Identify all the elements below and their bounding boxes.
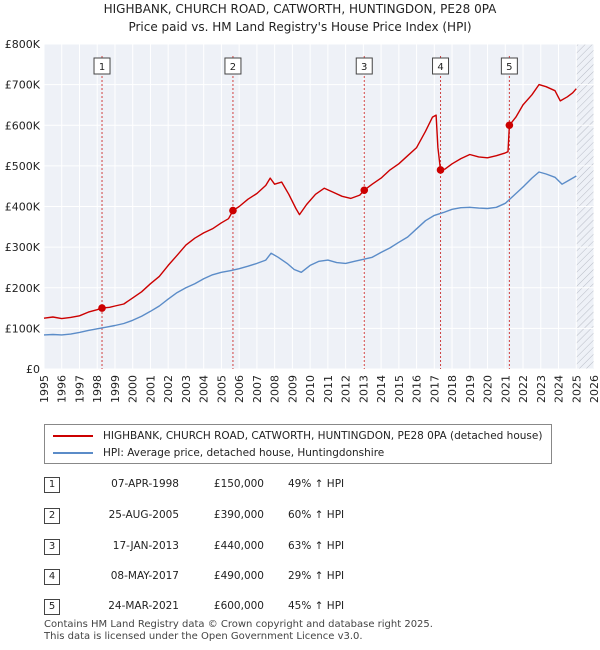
sale-point (436, 166, 445, 174)
footer-copyright: Contains HM Land Registry data © Crown c… (44, 619, 433, 630)
x-tick-label: 2001 (144, 375, 157, 403)
sale-label: 5 (506, 62, 512, 73)
legend-swatch-hpi (53, 452, 93, 454)
transaction-date: 07-APR-1998 (111, 478, 179, 490)
y-tick-label: £500K (5, 160, 41, 173)
y-tick-label: £200K (5, 282, 41, 295)
sale-label-box (355, 57, 373, 75)
x-tick-label: 2023 (535, 375, 548, 403)
sale-point (98, 304, 106, 312)
transaction-hpi: 29% ↑ HPI (288, 570, 345, 582)
transaction-row: 5 24-MAR-2021 £600,000 45% ↑ HPI (44, 597, 564, 617)
chart-subtitle: Price paid vs. HM Land Registry's House … (128, 20, 472, 34)
x-tick-label: 2016 (411, 375, 424, 403)
x-tick-label: 2013 (357, 375, 370, 403)
x-tick-label: 2022 (517, 375, 530, 403)
y-tick-label: £300K (5, 241, 41, 254)
transaction-hpi: 63% ↑ HPI (288, 540, 345, 552)
y-tick-label: £800K (5, 38, 41, 51)
x-tick-label: 1995 (38, 375, 51, 403)
x-tick-label: 2005 (215, 375, 228, 403)
x-tick-label: 2009 (286, 375, 299, 403)
transaction-hpi: 45% ↑ HPI (288, 600, 345, 612)
legend: HIGHBANK, CHURCH ROAD, CATWORTH, HUNTING… (44, 424, 552, 464)
sale-label-box (432, 57, 450, 75)
transaction-row: 1 07-APR-1998 £150,000 49% ↑ HPI (44, 475, 564, 495)
x-tick-label: 1996 (56, 375, 69, 403)
sale-label: 3 (361, 62, 367, 73)
x-tick-label: 2010 (304, 375, 317, 403)
transaction-date: 08-MAY-2017 (110, 570, 179, 582)
transaction-price: £440,000 (213, 540, 264, 552)
x-tick-label: 2006 (233, 375, 246, 403)
hpi-line (43, 171, 577, 336)
sale-point (229, 206, 237, 215)
legend-swatch-property (53, 435, 93, 437)
y-tick-label: £700K (5, 79, 41, 92)
sale-label: 1 (99, 62, 105, 73)
x-tick-label: 2000 (127, 375, 140, 403)
transaction-price: £490,000 (213, 570, 264, 582)
x-tick-label: 1999 (109, 375, 122, 403)
legend-label-property: HIGHBANK, CHURCH ROAD, CATWORTH, HUNTING… (103, 430, 543, 442)
transaction-number: 2 (44, 508, 60, 524)
x-tick-label: 2015 (393, 375, 406, 403)
sale-label-box (500, 57, 518, 75)
transaction-number: 3 (44, 539, 60, 555)
transaction-hpi: 60% ↑ HPI (288, 509, 345, 521)
transaction-number: 4 (44, 569, 60, 585)
transaction-price: £150,000 (213, 478, 264, 490)
sale-label: 2 (230, 62, 236, 73)
x-tick-label: 2024 (553, 375, 566, 403)
y-tick-label: £600K (5, 119, 41, 132)
x-tick-label: 2018 (446, 375, 459, 403)
sale-point (360, 186, 369, 195)
x-tick-label: 2026 (588, 375, 600, 403)
x-tick-label: 2012 (340, 375, 353, 403)
transaction-date: 17-JAN-2013 (112, 540, 179, 552)
x-tick-label: 2011 (322, 375, 335, 403)
transaction-number: 5 (44, 599, 60, 615)
transaction-row: 2 25-AUG-2005 £390,000 60% ↑ HPI (44, 506, 564, 526)
x-tick-label: 2021 (499, 375, 512, 403)
x-tick-label: 2004 (198, 375, 211, 403)
transaction-date: 24-MAR-2021 (108, 600, 179, 612)
legend-label-hpi: HPI: Average price, detached house, Hunt… (103, 447, 385, 459)
property-price-line (43, 83, 577, 320)
x-tick-label: 2007 (251, 375, 264, 403)
legend-item-hpi: HPI: Average price, detached house, Hunt… (53, 445, 384, 461)
y-tick-label: £100K (5, 322, 41, 335)
transaction-date: 25-AUG-2005 (108, 509, 179, 521)
x-tick-label: 2017 (428, 375, 441, 403)
x-tick-label: 2025 (570, 375, 583, 403)
x-tick-label: 2014 (375, 375, 388, 403)
footer-license: This data is licensed under the Open Gov… (44, 631, 363, 642)
x-tick-label: 2003 (180, 375, 193, 403)
x-tick-label: 2020 (482, 375, 495, 403)
price-chart: 1 2 3 4 5 £0 £100K £200K £300K £400K £500K £600K £70… (5, 38, 600, 403)
transaction-hpi: 49% ↑ HPI (288, 478, 345, 490)
x-tick-label: 2002 (162, 375, 175, 403)
sale-label-box (93, 57, 111, 75)
y-tick-label: £400K (5, 201, 41, 214)
x-tick-label: 2019 (464, 375, 477, 403)
sale-label: 4 (437, 62, 443, 73)
chart-title: HIGHBANK, CHURCH ROAD, CATWORTH, HUNTING… (103, 2, 497, 16)
transaction-price: £390,000 (213, 509, 264, 521)
x-tick-label: 1997 (73, 375, 86, 403)
sale-label-box (224, 57, 242, 75)
transaction-row: 3 17-JAN-2013 £440,000 63% ↑ HPI (44, 537, 564, 557)
legend-item-property: HIGHBANK, CHURCH ROAD, CATWORTH, HUNTING… (53, 428, 542, 444)
y-tick-label: £0 (26, 363, 40, 376)
sale-point (505, 121, 514, 130)
x-tick-label: 2008 (269, 375, 282, 403)
transaction-row: 4 08-MAY-2017 £490,000 29% ↑ HPI (44, 567, 564, 587)
transaction-price: £600,000 (213, 600, 264, 612)
x-tick-label: 1998 (91, 375, 104, 403)
transaction-number: 1 (44, 477, 60, 493)
